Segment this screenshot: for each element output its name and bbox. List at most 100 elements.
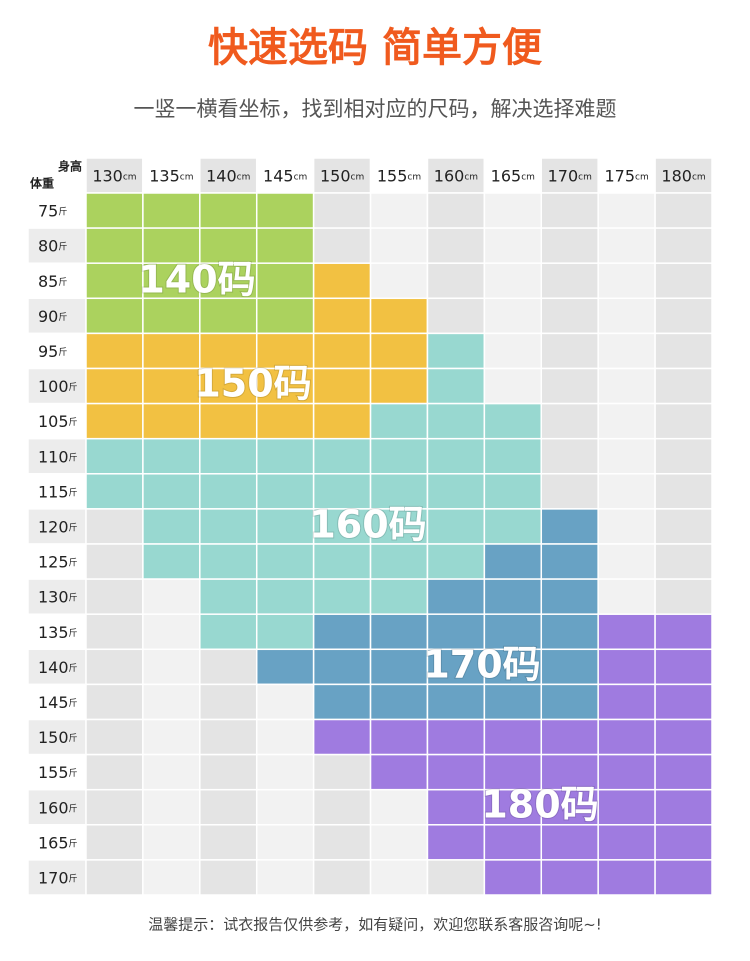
empty-cell [85, 508, 144, 545]
empty-cell [597, 367, 656, 405]
empty-cell [369, 788, 429, 826]
empty-cell [654, 578, 713, 615]
size-zone-cell [312, 332, 372, 370]
column-value: 145 [263, 166, 294, 185]
size-zone-cell [369, 753, 429, 791]
empty-cell [540, 192, 599, 229]
row-unit: 斤 [69, 417, 78, 428]
empty-cell [597, 192, 656, 229]
empty-cell [142, 648, 201, 686]
size-zone-cell [199, 332, 258, 370]
size-zone-cell [199, 613, 258, 651]
row-value: 105 [38, 412, 69, 431]
row-header-cell [27, 788, 87, 826]
size-zone-cell [369, 718, 429, 756]
row-header: 155斤 [38, 763, 78, 782]
size-zone-cell [255, 227, 315, 264]
size-zone-cell [483, 437, 543, 475]
row-header-cell [27, 824, 87, 861]
empty-cell [85, 753, 144, 791]
column-header-cell [142, 157, 201, 194]
empty-cell [654, 262, 713, 300]
size-zone-cell [142, 262, 201, 300]
size-zone-cell [483, 402, 543, 440]
row-header-cell [27, 543, 87, 580]
row-value: 150 [38, 728, 69, 747]
row-header: 170斤 [38, 868, 78, 887]
row-value: 110 [38, 447, 69, 466]
empty-cell [483, 332, 543, 370]
size-zone-cell [426, 332, 486, 370]
row-value: 130 [38, 587, 69, 606]
column-unit: cm [407, 172, 421, 182]
column-unit: cm [351, 172, 365, 182]
column-header: 175cm [605, 166, 649, 185]
empty-cell [255, 753, 315, 791]
empty-cell [199, 718, 258, 756]
empty-cell [426, 297, 486, 335]
size-zone-cell [255, 367, 315, 405]
empty-cell [85, 788, 144, 826]
size-zone-cell [85, 437, 144, 475]
empty-cell [199, 648, 258, 686]
size-zone-cell [312, 262, 372, 300]
empty-cell [540, 473, 599, 510]
size-zone-cell [654, 718, 713, 756]
empty-cell [426, 859, 486, 896]
size-zone-cell [654, 753, 713, 791]
size-zone-cell [369, 508, 429, 545]
empty-cell [85, 648, 144, 686]
column-header: 155cm [377, 166, 421, 185]
size-zone-cell [85, 402, 144, 440]
size-zone-cell [597, 824, 656, 861]
row-header-cell [27, 262, 87, 300]
size-zone-cell [654, 859, 713, 896]
empty-cell [142, 753, 201, 791]
size-zone-cell [426, 788, 486, 826]
row-header-cell [27, 332, 87, 370]
row-header: 100斤 [38, 377, 78, 396]
row-value: 140 [38, 657, 69, 676]
size-zone-cell [483, 473, 543, 510]
empty-cell [654, 297, 713, 335]
size-zone-cell [597, 753, 656, 791]
size-zone-cell [540, 578, 599, 615]
row-unit: 斤 [69, 838, 78, 849]
size-zone-cell [312, 367, 372, 405]
size-zone-cell [312, 543, 372, 580]
empty-cell [654, 332, 713, 370]
size-zone-cell [369, 613, 429, 651]
column-header: 145cm [263, 166, 307, 185]
row-value: 135 [38, 622, 69, 641]
row-unit: 斤 [58, 241, 67, 252]
size-zone-cell [312, 718, 372, 756]
row-header: 145斤 [38, 692, 78, 711]
empty-cell [199, 753, 258, 791]
empty-cell [312, 753, 372, 791]
empty-cell [483, 297, 543, 335]
size-zone-cell [369, 543, 429, 580]
size-zone-cell [199, 192, 258, 229]
column-header: 140cm [206, 166, 250, 185]
row-value: 145 [38, 692, 69, 711]
row-value: 170 [38, 868, 69, 887]
row-header-cell [27, 192, 87, 229]
size-zone-cell [142, 192, 201, 229]
empty-cell [654, 508, 713, 545]
column-header: 180cm [661, 166, 705, 185]
column-unit: cm [521, 172, 535, 182]
zone-label: 170码 [423, 643, 540, 687]
row-header: 90斤 [38, 306, 67, 325]
row-header: 105斤 [38, 412, 78, 431]
size-zone-cell [654, 788, 713, 826]
empty-cell [142, 788, 201, 826]
column-header: 135cm [149, 166, 193, 185]
empty-cell [597, 473, 656, 510]
size-zone-cell [426, 367, 486, 405]
size-zone-cell [426, 473, 486, 510]
size-zone-cell [255, 192, 315, 229]
row-header: 85斤 [38, 271, 67, 290]
row-header: 165斤 [38, 833, 78, 852]
row-header: 120斤 [38, 517, 78, 536]
empty-cell [199, 859, 258, 896]
